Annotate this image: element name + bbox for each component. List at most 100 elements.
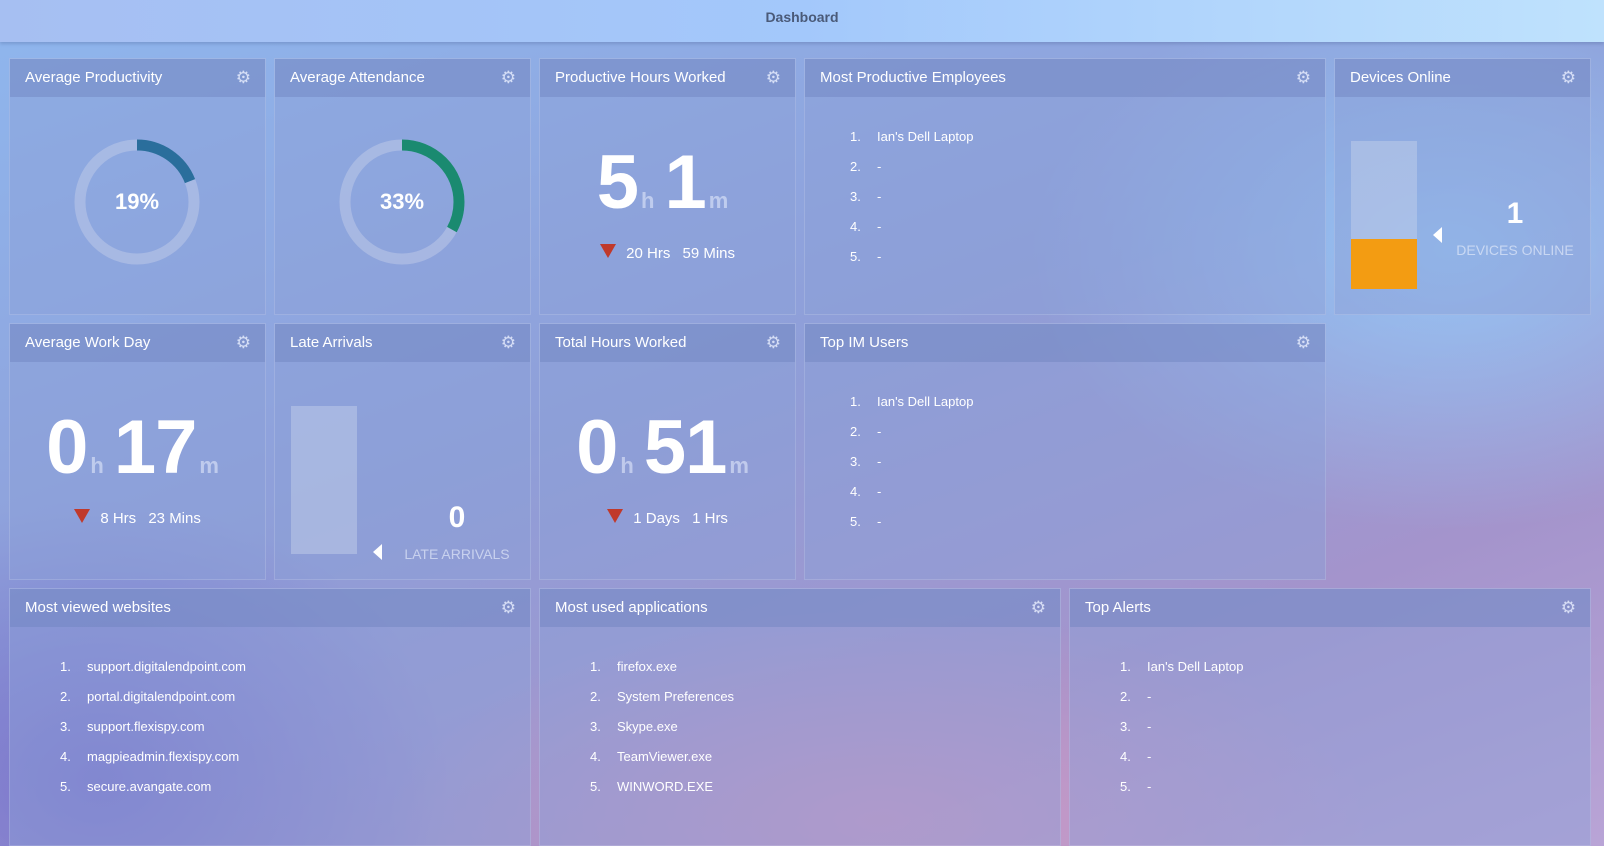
delta-minutes-label: Mins <box>169 510 201 527</box>
minutes-value: 17 <box>113 405 198 490</box>
list-item: 4. - <box>850 484 973 514</box>
rank-name: support.flexispy.com <box>87 719 205 734</box>
gear-icon[interactable]: ⚙ <box>765 333 781 352</box>
list-item: 4. TeamViewer.exe <box>590 749 734 779</box>
widget-total-hours: Total Hours Worked ⚙ 0 h 51 m 1 Days 1 Hrs <box>539 323 796 580</box>
gear-icon[interactable]: ⚙ <box>235 333 251 352</box>
widget-header: Most viewed websites ⚙ <box>10 589 530 627</box>
page-title: Dashboard <box>765 9 839 25</box>
gear-icon[interactable]: ⚙ <box>500 598 516 617</box>
rank-number: 4. <box>590 749 601 764</box>
rank-name: - <box>877 189 882 204</box>
time-value: 0 h 51 m <box>540 404 795 491</box>
list-item: 4. magpieadmin.flexispy.com <box>60 749 246 779</box>
time-value: 0 h 17 m <box>10 404 265 491</box>
widget-header: Top Alerts ⚙ <box>1070 589 1590 627</box>
rank-name: - <box>877 484 882 499</box>
gear-icon[interactable]: ⚙ <box>1295 68 1311 87</box>
list-item: 1. support.digitalendpoint.com <box>60 659 246 689</box>
late-arrivals-value: 0 <box>448 501 466 534</box>
rank-number: 1. <box>850 394 861 409</box>
rank-number: 1. <box>590 659 601 674</box>
rank-number: 2. <box>60 689 71 704</box>
rank-number: 3. <box>850 454 861 469</box>
widget-header: Average Productivity ⚙ <box>10 59 265 97</box>
gear-icon[interactable]: ⚙ <box>1295 333 1311 352</box>
gear-icon[interactable]: ⚙ <box>1560 598 1576 617</box>
widget-most-used-applications: Most used applications ⚙ 1. firefox.exe 2… <box>539 588 1061 846</box>
gear-icon[interactable]: ⚙ <box>500 333 516 352</box>
rank-number: 1. <box>850 129 861 144</box>
gear-icon[interactable]: ⚙ <box>1030 598 1046 617</box>
gear-icon[interactable]: ⚙ <box>1560 68 1576 87</box>
delta-hours-label: Hrs <box>112 510 137 527</box>
rank-name: Ian's Dell Laptop <box>877 394 974 409</box>
down-triangle-icon <box>74 509 91 523</box>
widget-title: Total Hours Worked <box>555 334 687 351</box>
list-item: 5. - <box>850 514 973 544</box>
rank-number: 2. <box>1120 689 1131 704</box>
rank-name: portal.digitalendpoint.com <box>87 689 236 704</box>
rank-number: 1. <box>60 659 71 674</box>
donut-arc <box>74 139 200 265</box>
alerts-list: 1. Ian's Dell Laptop 2. - 3. - 4. - 5. - <box>1120 659 1243 809</box>
list-item: 1. Ian's Dell Laptop <box>850 394 973 424</box>
delta-hours: 20 <box>626 245 643 262</box>
widget-title: Most viewed websites <box>25 599 171 616</box>
hours-value: 0 <box>46 405 88 490</box>
list-item: 2. - <box>1120 689 1243 719</box>
delta-minutes: 23 <box>148 510 166 527</box>
rank-number: 4. <box>60 749 71 764</box>
rank-number: 4. <box>850 484 861 499</box>
rank-name: Skype.exe <box>617 719 678 734</box>
pointer-icon <box>1433 227 1442 243</box>
hours-value: 5 <box>596 140 639 225</box>
list-item: 4. - <box>1120 749 1243 779</box>
widget-title: Most used applications <box>555 599 708 616</box>
widget-title: Devices Online <box>1350 69 1451 86</box>
widget-header: Productive Hours Worked ⚙ <box>540 59 795 97</box>
minutes-unit: m <box>199 453 219 478</box>
rank-name: - <box>1147 749 1152 764</box>
hours-unit: h <box>90 453 104 478</box>
donut-arc <box>339 139 465 265</box>
rank-number: 2. <box>850 159 861 174</box>
list-item: 5. - <box>1120 779 1243 809</box>
list-item: 3. - <box>1120 719 1243 749</box>
delta-hours-label: Hrs <box>647 245 671 262</box>
time-delta: 1 Days 1 Hrs <box>540 509 795 527</box>
delta-days: 1 <box>633 510 642 527</box>
rank-name: - <box>877 249 882 264</box>
list-item: 5. secure.avangate.com <box>60 779 246 809</box>
gear-icon[interactable]: ⚙ <box>235 68 251 87</box>
im-user-list: 1. Ian's Dell Laptop 2. - 3. - 4. - 5. - <box>850 394 973 544</box>
gear-icon[interactable]: ⚙ <box>500 68 516 87</box>
list-item: 1. Ian's Dell Laptop <box>850 129 973 159</box>
hours-unit: h <box>640 188 655 213</box>
rank-number: 5. <box>850 514 861 529</box>
devices-bar-fill <box>1351 238 1417 289</box>
top-bar: Dashboard <box>0 0 1604 42</box>
rank-name: - <box>877 514 882 529</box>
widget-most-viewed-websites: Most viewed websites ⚙ 1. support.digital… <box>9 588 531 846</box>
gear-icon[interactable]: ⚙ <box>765 68 781 87</box>
delta-minutes: 59 <box>682 245 700 262</box>
list-item: 3. Skype.exe <box>590 719 734 749</box>
list-item: 1. firefox.exe <box>590 659 734 689</box>
rank-number: 1. <box>1120 659 1131 674</box>
time-delta: 20 Hrs 59 Mins <box>540 244 795 262</box>
list-item: 3. support.flexispy.com <box>60 719 246 749</box>
rank-number: 4. <box>1120 749 1131 764</box>
widget-header: Top IM Users ⚙ <box>805 324 1325 362</box>
minutes-value: 51 <box>643 405 728 490</box>
widget-title: Average Attendance <box>290 69 425 86</box>
rank-number: 5. <box>1120 779 1131 794</box>
rank-name: Ian's Dell Laptop <box>1147 659 1244 674</box>
time-delta: 8 Hrs 23 Mins <box>10 509 265 527</box>
devices-online-label: DEVICES ONLINE <box>1456 242 1574 258</box>
rank-number: 4. <box>850 219 861 234</box>
delta-hours-label: Hrs <box>704 510 728 527</box>
donut-value: 33% <box>379 189 425 214</box>
list-item: 2. - <box>850 159 973 189</box>
list-item: 2. - <box>850 424 973 454</box>
